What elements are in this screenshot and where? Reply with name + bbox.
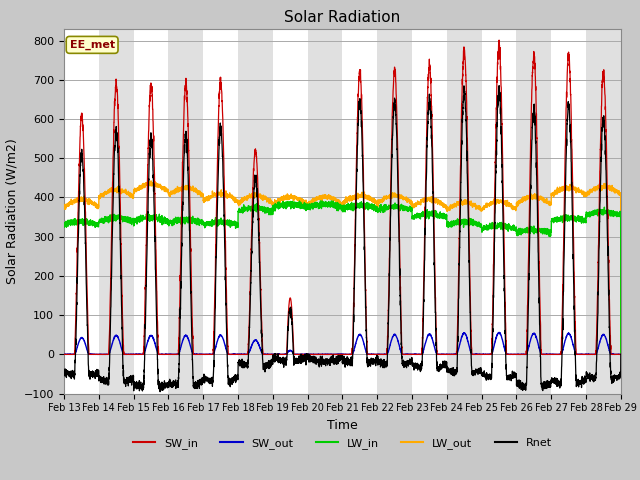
Bar	[204, 29, 238, 394]
Text: EE_met: EE_met	[70, 40, 115, 50]
Bar	[134, 29, 168, 394]
Bar	[308, 29, 342, 394]
Legend: SW_in, SW_out, LW_in, LW_out, Rnet: SW_in, SW_out, LW_in, LW_out, Rnet	[129, 434, 556, 454]
Bar	[551, 29, 586, 394]
X-axis label: Time: Time	[327, 419, 358, 432]
Bar	[516, 29, 551, 394]
Title: Solar Radiation: Solar Radiation	[284, 10, 401, 25]
Bar	[168, 29, 204, 394]
Bar	[238, 29, 273, 394]
Bar	[99, 29, 134, 394]
Bar	[412, 29, 447, 394]
Bar	[586, 29, 621, 394]
Bar	[481, 29, 516, 394]
Bar	[377, 29, 412, 394]
Bar	[64, 29, 99, 394]
Bar	[273, 29, 308, 394]
Y-axis label: Solar Radiation (W/m2): Solar Radiation (W/m2)	[5, 138, 19, 284]
Bar	[342, 29, 377, 394]
Bar	[447, 29, 481, 394]
